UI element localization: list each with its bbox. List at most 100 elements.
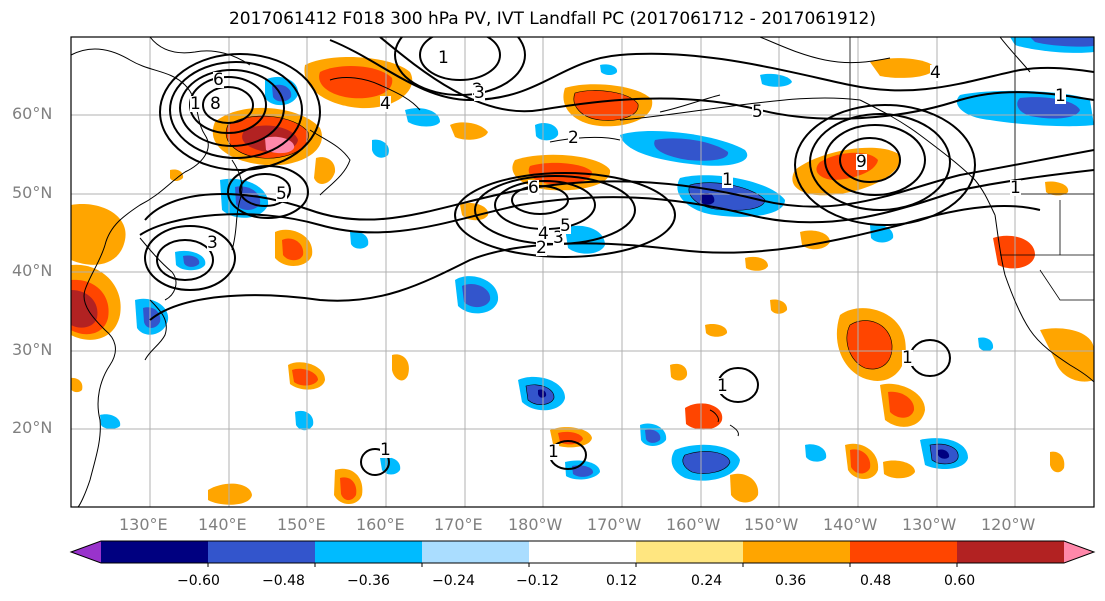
shade-blob — [700, 192, 715, 205]
contour-label: 8 — [210, 94, 221, 114]
lon-label: 170°W — [587, 515, 642, 534]
colorbar-tick-label: 0.24 — [691, 573, 723, 589]
shade-blob — [71, 377, 83, 393]
contour-label: 1 — [722, 170, 733, 190]
shade-blob — [705, 323, 728, 337]
colorbar-tick-label: −0.36 — [347, 573, 390, 589]
shade-blob — [600, 64, 618, 75]
contour-label: 6 — [528, 178, 539, 198]
lat-label: 20°N — [12, 418, 53, 437]
shade-blob — [405, 108, 440, 127]
colorbar-tick-label: −0.24 — [432, 573, 475, 589]
shade-blob — [1040, 328, 1094, 382]
contour-label: 4 — [538, 224, 549, 244]
shade-blob — [993, 235, 1035, 269]
lat-label: 60°N — [12, 104, 53, 123]
lon-label: 180°W — [508, 515, 563, 534]
colorbar-segment — [529, 541, 637, 563]
borders — [849, 37, 1094, 301]
lat-label: 40°N — [12, 261, 53, 280]
colorbar-segment — [208, 541, 316, 563]
contour-label: 2 — [568, 128, 579, 148]
lon-label: 150°W — [744, 515, 799, 534]
map-frame — [70, 36, 1095, 508]
contour-label: 1 — [902, 348, 913, 368]
contour-label: 1 — [548, 442, 559, 462]
shade-blob — [1030, 37, 1094, 47]
colorbar-tick-label: 0.12 — [606, 573, 638, 589]
contour-label: 3 — [553, 228, 564, 248]
lon-label: 140°E — [198, 515, 247, 534]
contour-label: 5 — [752, 102, 763, 122]
shade-blob — [460, 203, 489, 221]
shade-blob — [535, 123, 559, 141]
contour-label: 5 — [560, 216, 571, 236]
lat-label: 30°N — [12, 340, 53, 359]
shade-blob — [670, 363, 688, 381]
colorbar-tick-label: 0.36 — [775, 573, 807, 589]
colorbar-segment — [850, 541, 958, 563]
shade-blob — [850, 449, 871, 474]
shade-blob — [314, 157, 336, 184]
colorbar-tick-label: 0.48 — [860, 573, 892, 589]
shade-blob — [183, 255, 200, 267]
contour-label: 3 — [474, 83, 485, 103]
colorbar-extend-low — [71, 541, 101, 563]
lon-label: 160°E — [356, 515, 405, 534]
shade-blob — [730, 473, 759, 503]
shade-blob — [760, 73, 792, 87]
shade-blob — [372, 139, 389, 158]
contour-label: 1 — [190, 94, 201, 114]
lon-label: 170°E — [434, 515, 483, 534]
colorbar-segment — [743, 541, 851, 563]
shade-blob — [71, 290, 98, 328]
contour-label: 1 — [380, 440, 391, 460]
colorbar-segment — [957, 541, 1065, 563]
shade-blob — [350, 231, 369, 249]
shade-blob — [645, 429, 661, 443]
contour-label: 6 — [213, 70, 224, 90]
shade-blob — [938, 449, 950, 459]
shade-blob — [295, 410, 314, 431]
colorbar-extend-high — [1064, 541, 1094, 563]
contour-label: 1 — [1010, 178, 1021, 198]
lon-label: 140°W — [823, 515, 878, 534]
contour-label: 2 — [536, 238, 547, 258]
colorbar-tick-label: 0.60 — [944, 573, 976, 589]
lon-label: 130°E — [119, 515, 168, 534]
contour-label: 1 — [438, 48, 449, 68]
lon-label: 120°W — [981, 515, 1036, 534]
colorbar-segment — [636, 541, 744, 563]
lat-label: 50°N — [12, 183, 53, 202]
shade-blob — [292, 368, 318, 386]
shade-blob — [282, 238, 304, 261]
shade-blob — [538, 389, 547, 398]
colorbar-tick-label: −0.12 — [516, 573, 559, 589]
shade-blob — [1050, 451, 1065, 473]
shade-blob — [392, 354, 409, 381]
shade-blob — [71, 204, 126, 265]
shade-blob — [319, 66, 393, 99]
map-title: 2017061412 F018 300 hPa PV, IVT Landfall… — [228, 9, 876, 29]
contour-label: 1 — [1055, 86, 1066, 106]
colorbar — [69, 540, 1096, 567]
lon-label: 150°E — [277, 515, 326, 534]
shade-blob — [978, 337, 994, 352]
contour-label: 4 — [380, 94, 391, 114]
contour-label: 9 — [856, 152, 867, 172]
contour-label: 5 — [276, 184, 287, 204]
shade-blob — [1045, 181, 1069, 196]
shade-blob — [870, 58, 935, 78]
colorbar-tick-label: −0.60 — [177, 573, 220, 589]
shade-blob — [208, 483, 252, 505]
lon-label: 160°W — [666, 515, 721, 534]
contour-label: 3 — [207, 233, 218, 253]
shade-blob — [450, 122, 488, 140]
shade-blob — [462, 283, 491, 308]
shade-blob — [100, 414, 121, 429]
colorbar-tick-label: −0.48 — [262, 573, 305, 589]
shade-blob — [888, 391, 915, 418]
shade-blob — [805, 444, 827, 462]
shade-blob — [883, 460, 915, 479]
